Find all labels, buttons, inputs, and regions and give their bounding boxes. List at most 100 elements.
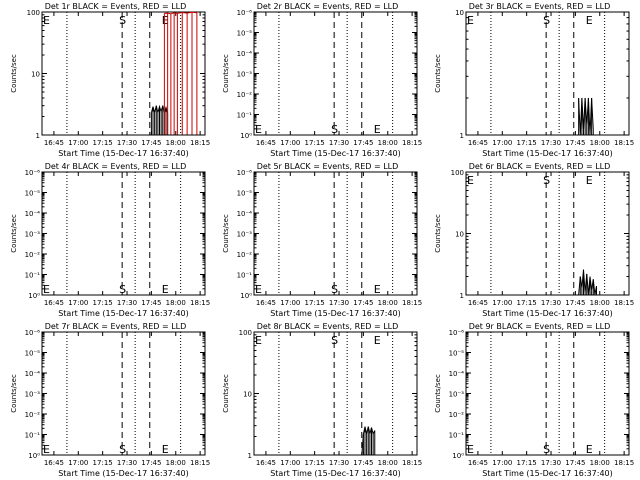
x-tick-label: 17:45: [565, 459, 585, 467]
x-tick-label: 18:15: [402, 139, 422, 147]
y-tick-label: 10⁻²: [237, 91, 253, 99]
edge-marker-label: E: [467, 443, 474, 456]
y-tick-label: 10⁻⁵: [449, 350, 465, 358]
x-tick-label: 17:15: [305, 299, 325, 307]
start-marker-label: S: [543, 14, 550, 27]
y-tick-label: 10⁻⁵: [25, 190, 41, 198]
x-axis-label: Start Time (15-Dec-17 16:37:40): [482, 469, 613, 478]
y-tick-label: 1: [248, 452, 252, 460]
y-tick-label: 10⁻²: [25, 411, 41, 419]
edge-marker-label: E: [467, 174, 474, 187]
x-tick-label: 16:45: [44, 299, 64, 307]
x-tick-label: 18:00: [590, 299, 610, 307]
x-tick-label: 16:45: [468, 459, 488, 467]
y-tick-label: 10⁻³: [449, 391, 465, 399]
y-tick-label: 1: [460, 132, 464, 140]
start-marker-label: S: [331, 123, 338, 136]
plot-title: Det 9r BLACK = Events, RED = LLD: [469, 322, 611, 331]
start-marker-label: S: [119, 14, 126, 27]
y-tick-label: 10: [455, 9, 464, 17]
end-marker-label: E: [374, 334, 381, 347]
y-axis-label: Counts/sec: [222, 374, 230, 413]
y-tick-label: 10⁻³: [25, 231, 41, 239]
x-tick-label: 17:45: [353, 139, 373, 147]
y-tick-label: 10⁻⁴: [449, 370, 465, 378]
x-tick-label: 18:00: [378, 459, 398, 467]
x-tick-label: 17:30: [541, 139, 561, 147]
x-tick-label: 17:15: [93, 139, 113, 147]
series-line-events: [150, 104, 169, 115]
panel-4: Det 4r BLACK = Events, RED = LLD Counts/s…: [10, 162, 210, 318]
plot-title: Det 8r BLACK = Events, RED = LLD: [257, 322, 399, 331]
plot-title: Det 7r BLACK = Events, RED = LLD: [45, 322, 187, 331]
x-tick-label: 17:30: [117, 459, 137, 467]
y-axis-label: Counts/sec: [434, 374, 442, 413]
x-tick-label: 16:45: [468, 139, 488, 147]
y-axis-label: Counts/sec: [10, 374, 18, 413]
panel-5: Det 5r BLACK = Events, RED = LLD Counts/s…: [222, 162, 422, 318]
end-marker-label: E: [162, 443, 169, 456]
y-axis-label: Counts/sec: [434, 54, 442, 93]
x-tick-label: 17:45: [353, 299, 373, 307]
y-tick-label: 10⁻³: [237, 231, 253, 239]
x-tick-label: 17:00: [68, 139, 88, 147]
edge-marker-label: E: [43, 443, 50, 456]
y-tick-label: 10⁻¹: [237, 272, 253, 280]
start-marker-label: S: [543, 174, 550, 187]
edge-marker-label: E: [255, 283, 262, 296]
start-marker-label: S: [331, 334, 338, 347]
x-tick-label: 17:15: [517, 139, 537, 147]
x-tick-label: 18:15: [402, 459, 422, 467]
y-tick-label: 1: [36, 132, 40, 140]
x-tick-label: 16:45: [44, 459, 64, 467]
plot-title: Det 2r BLACK = Events, RED = LLD: [257, 2, 399, 11]
y-tick-label: 10⁻³: [237, 71, 253, 79]
y-axis-label: Counts/sec: [222, 54, 230, 93]
x-tick-label: 18:15: [614, 139, 634, 147]
x-tick-label: 17:45: [565, 299, 585, 307]
y-tick-label: 10⁻⁴: [237, 210, 253, 218]
panel-8: Det 8r BLACK = Events, RED = LLD Counts/s…: [222, 322, 422, 478]
x-tick-label: 17:30: [541, 299, 561, 307]
x-tick-label: 18:15: [190, 299, 210, 307]
edge-marker-label: E: [255, 123, 262, 136]
x-tick-label: 16:45: [44, 139, 64, 147]
start-marker-label: S: [119, 283, 126, 296]
y-tick-label: 10⁻⁴: [25, 210, 41, 218]
x-tick-label: 18:00: [378, 299, 398, 307]
y-tick-label: 10⁻⁴: [237, 50, 253, 58]
x-axis-label: Start Time (15-Dec-17 16:37:40): [58, 309, 189, 318]
x-tick-label: 17:00: [492, 299, 512, 307]
start-marker-label: S: [119, 443, 126, 456]
plot-title: Det 3r BLACK = Events, RED = LLD: [469, 2, 611, 11]
plot-title: Det 6r BLACK = Events, RED = LLD: [469, 162, 611, 171]
x-tick-label: 17:15: [517, 459, 537, 467]
x-tick-label: 17:00: [280, 139, 300, 147]
x-tick-label: 16:45: [256, 459, 276, 467]
series-line-lld: [164, 11, 197, 15]
panel-3: Det 3r BLACK = Events, RED = LLD Counts/s…: [434, 2, 634, 158]
x-tick-label: 17:30: [117, 299, 137, 307]
x-axis-label: Start Time (15-Dec-17 16:37:40): [270, 149, 401, 158]
y-tick-label: 10⁻²: [449, 411, 465, 419]
x-tick-label: 18:00: [590, 139, 610, 147]
y-tick-label: 10⁻¹: [237, 112, 253, 120]
x-tick-label: 17:15: [517, 299, 537, 307]
y-tick-label: 10⁰: [240, 292, 252, 300]
y-tick-label: 10⁻²: [25, 251, 41, 259]
y-tick-label: 1: [460, 292, 464, 300]
x-tick-label: 17:45: [141, 139, 161, 147]
end-marker-label: E: [586, 443, 593, 456]
y-tick-label: 10: [455, 231, 464, 239]
y-tick-label: 10⁻⁶: [449, 329, 465, 337]
x-tick-label: 17:00: [280, 459, 300, 467]
end-marker-label: E: [374, 283, 381, 296]
edge-marker-label: E: [43, 283, 50, 296]
edge-marker-label: E: [43, 14, 50, 27]
y-tick-label: 10⁻¹: [449, 432, 465, 440]
y-axis-label: Counts/sec: [434, 214, 442, 253]
end-marker-label: E: [586, 14, 593, 27]
x-tick-label: 16:45: [256, 139, 276, 147]
edge-marker-label: E: [255, 334, 262, 347]
